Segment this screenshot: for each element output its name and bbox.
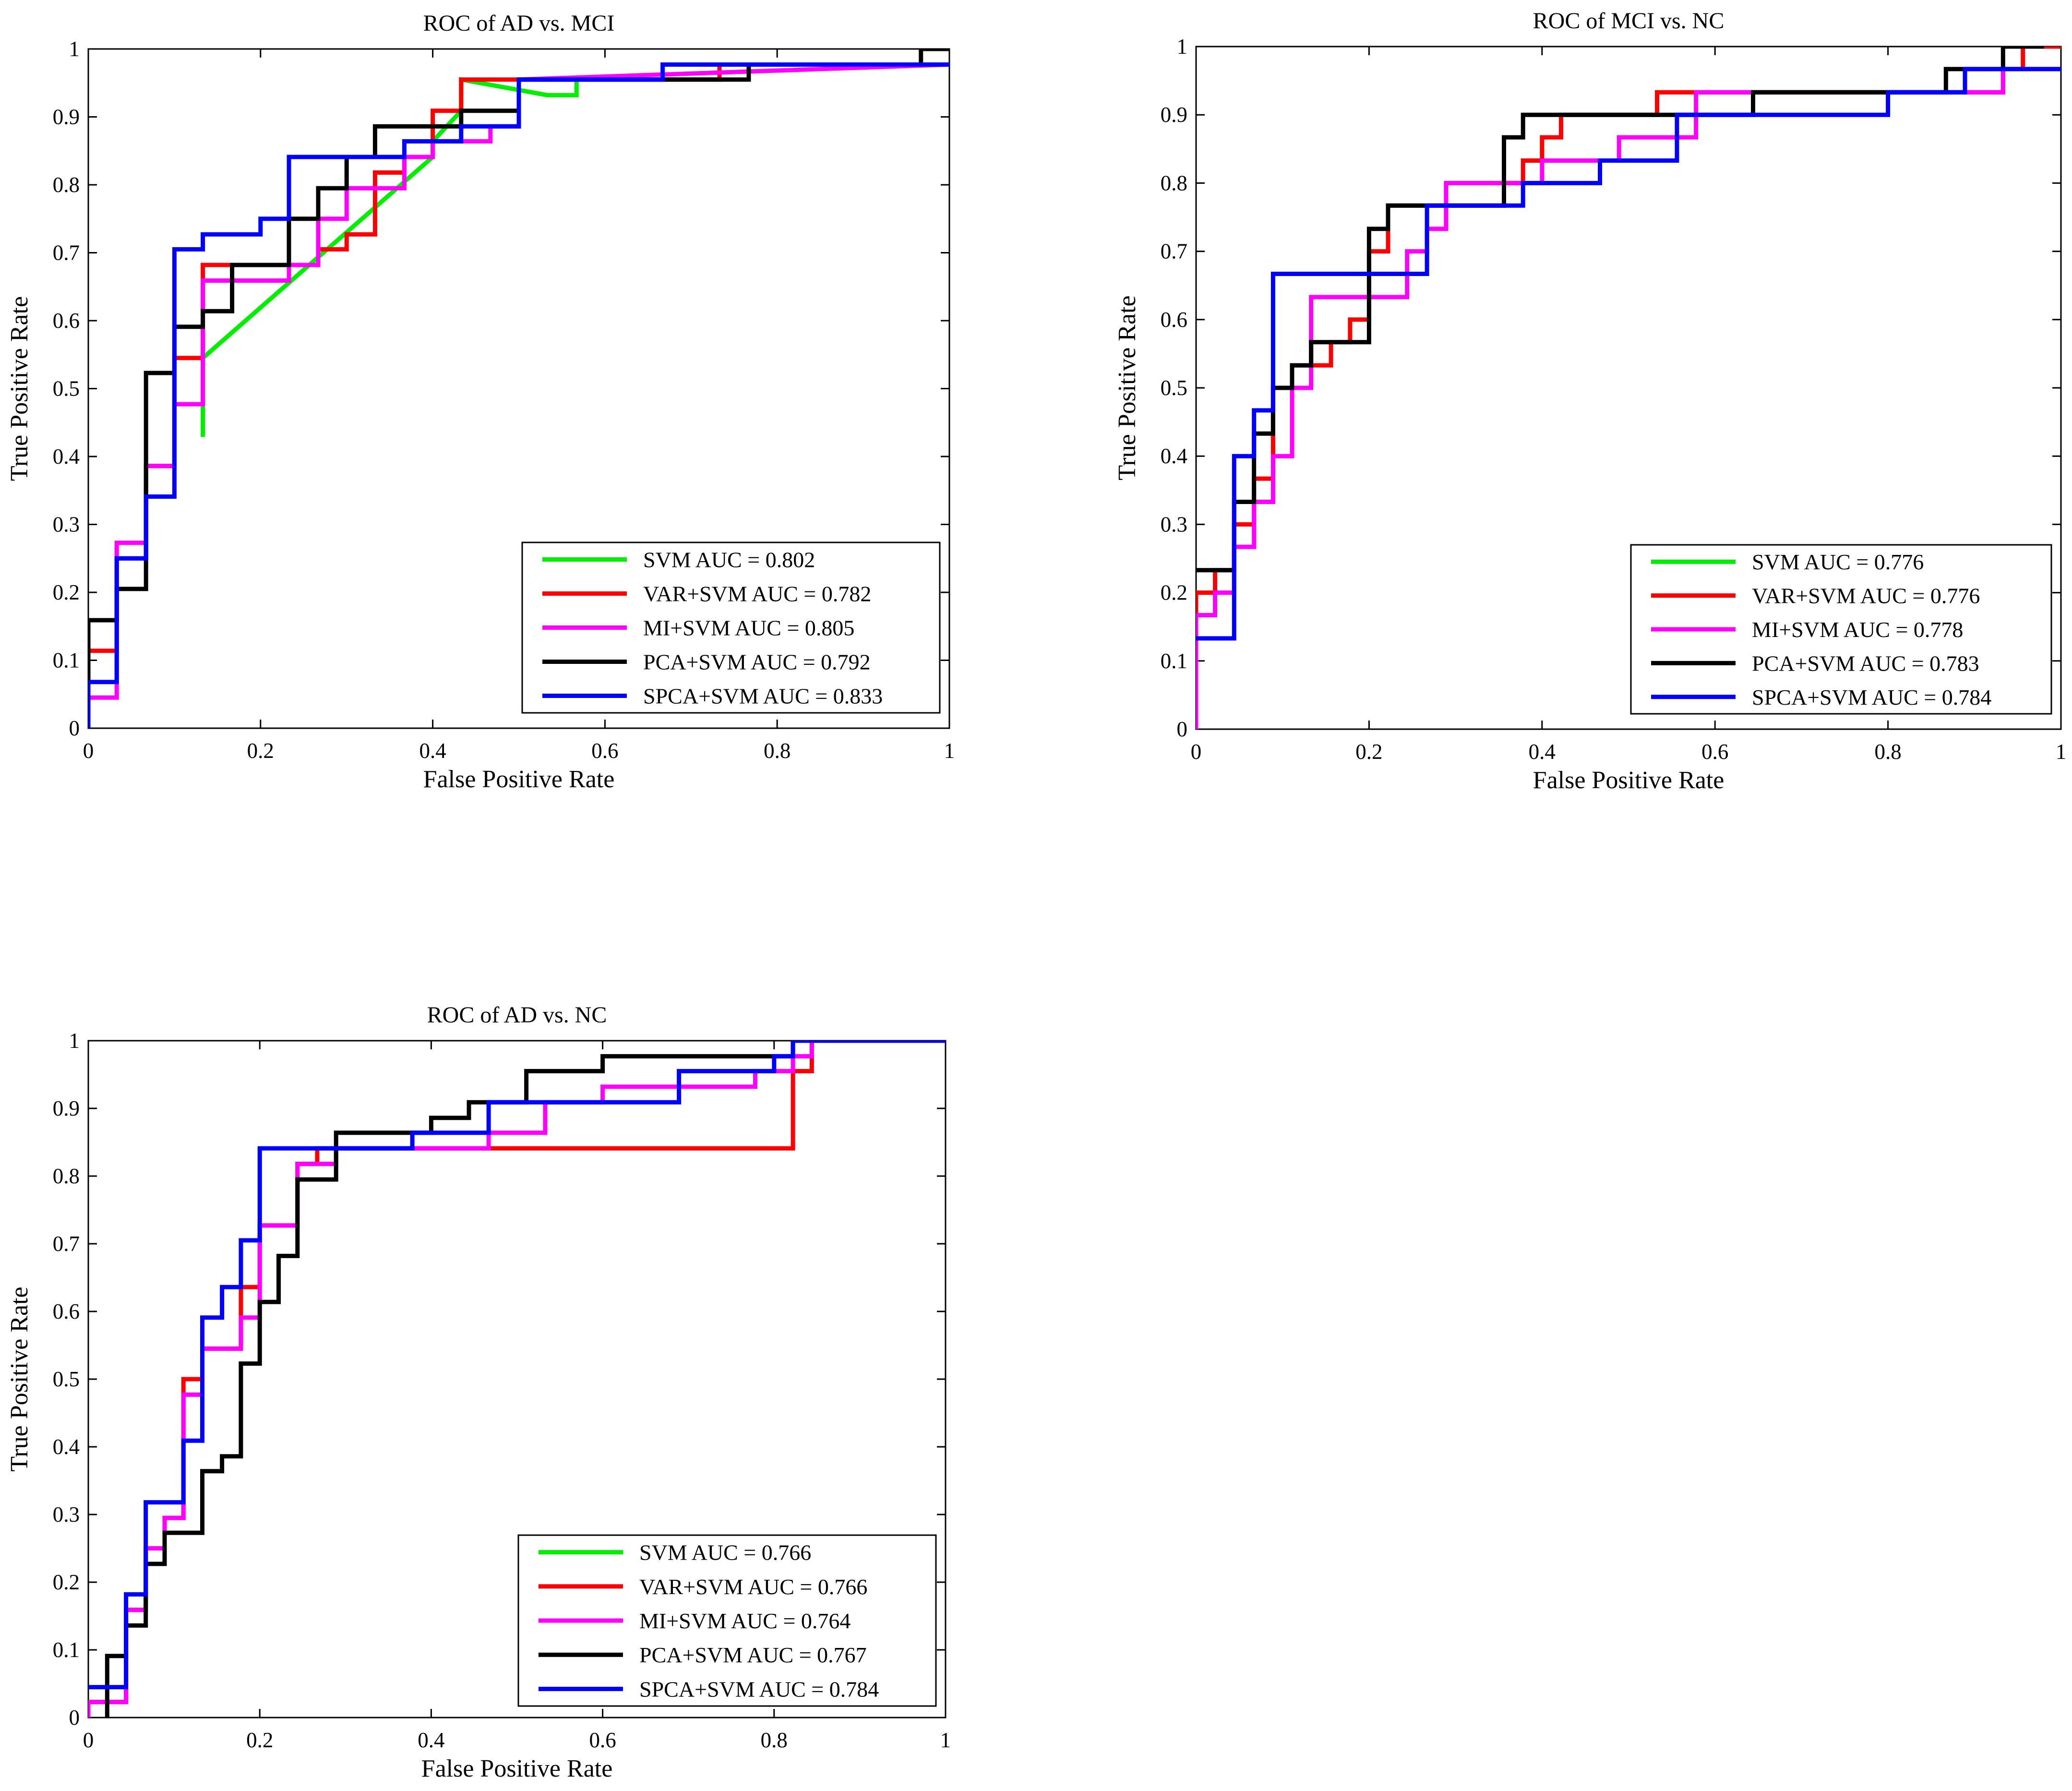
x-axis-label: False Positive Rate — [421, 1755, 613, 1782]
y-tick-label: 0.9 — [53, 105, 80, 129]
y-tick-label: 1 — [69, 1029, 80, 1053]
legend-label-var-svm: VAR+SVM AUC = 0.766 — [639, 1575, 867, 1599]
legend-label-pca-svm: PCA+SVM AUC = 0.783 — [1752, 651, 1979, 675]
y-tick-label: 0.1 — [53, 1638, 80, 1662]
chart-roc-of-ad-vs-nc: ROC of AD vs. NC 0 0.2 0.4 0.6 0.8 1 0 0.1 0.2 0.3… — [6, 1002, 951, 1782]
y-tick-label: 0.6 — [1161, 308, 1187, 332]
x-tick-label: 0.8 — [764, 739, 790, 763]
y-tick-label: 0.2 — [53, 1570, 80, 1594]
y-tick-label: 0.7 — [53, 1232, 80, 1256]
y-tick-label: 0.2 — [1161, 581, 1187, 605]
y-tick-label: 0.4 — [53, 1435, 80, 1459]
y-tick-label: 0.3 — [53, 1503, 80, 1527]
y-tick-label: 0.4 — [53, 445, 80, 469]
y-tick-label: 0.6 — [53, 309, 80, 333]
y-tick-label: 1 — [1177, 35, 1188, 59]
x-tick-label: 0.8 — [761, 1728, 788, 1752]
x-tick-label: 0 — [1191, 740, 1202, 764]
legend-label-svm: SVM AUC = 0.802 — [643, 548, 815, 572]
x-tick-label: 0.4 — [1529, 740, 1556, 764]
legend-label-var-svm: VAR+SVM AUC = 0.776 — [1752, 584, 1980, 608]
x-tick-label: 0.2 — [1355, 740, 1382, 764]
chart-title: ROC of AD vs. MCI — [423, 11, 615, 36]
legend-label-pca-svm: PCA+SVM AUC = 0.767 — [639, 1643, 867, 1667]
chart-title: ROC of MCI vs. NC — [1533, 8, 1725, 34]
legend-label-mi-svm: MI+SVM AUC = 0.805 — [643, 616, 854, 640]
y-tick-label: 0.9 — [53, 1096, 80, 1120]
y-tick-label: 0.4 — [1161, 444, 1187, 468]
y-tick-label: 0.5 — [1161, 376, 1187, 400]
y-tick-label: 0 — [69, 1706, 80, 1730]
legend-label-spca-svm: SPCA+SVM AUC = 0.833 — [643, 684, 883, 709]
legend-label-mi-svm: MI+SVM AUC = 0.764 — [639, 1609, 850, 1633]
y-tick-label: 0.8 — [53, 173, 80, 197]
y-tick-label: 0.1 — [53, 649, 80, 673]
y-tick-label: 0.5 — [53, 1367, 80, 1391]
y-tick-label: 0.5 — [53, 377, 80, 401]
x-tick-label: 0.4 — [418, 1728, 444, 1752]
legend-label-svm: SVM AUC = 0.766 — [639, 1540, 811, 1565]
x-tick-label: 0.2 — [246, 1728, 273, 1752]
x-tick-label: 0.6 — [589, 1728, 616, 1752]
x-tick-label: 1 — [2056, 740, 2067, 764]
x-tick-label: 0.2 — [247, 739, 274, 763]
x-tick-label: 0.4 — [419, 739, 446, 763]
y-tick-label: 0 — [69, 716, 80, 740]
legend-label-spca-svm: SPCA+SVM AUC = 0.784 — [639, 1677, 879, 1701]
y-tick-label: 0.7 — [53, 241, 80, 265]
legend-label-svm: SVM AUC = 0.776 — [1752, 550, 1924, 574]
y-tick-label: 0.8 — [53, 1164, 80, 1188]
legend-label-spca-svm: SPCA+SVM AUC = 0.784 — [1752, 685, 1991, 709]
series-group — [1196, 47, 2061, 729]
x-tick-label: 1 — [944, 739, 955, 763]
y-tick-label: 0 — [1177, 717, 1188, 741]
y-tick-label: 0.3 — [53, 513, 80, 537]
x-tick-label: 0 — [83, 739, 94, 763]
legend: SVM AUC = 0.766 VAR+SVM AUC = 0.766 MI+SVM… — [517, 1534, 937, 1707]
x-tick-label: 0.6 — [591, 739, 618, 763]
y-axis-label: True Positive Rate — [1114, 295, 1141, 480]
x-tick-label: 0 — [83, 1728, 94, 1752]
chart-roc-of-ad-vs-mci: ROC of AD vs. MCI 0 0.2 0.4 0.6 0.8 1 0 0.1 0.2 0.… — [6, 11, 955, 793]
legend-label-pca-svm: PCA+SVM AUC = 0.792 — [643, 650, 871, 674]
x-tick-label: 1 — [940, 1728, 951, 1752]
x-tick-label: 0.8 — [1874, 740, 1901, 764]
legend-label-var-svm: VAR+SVM AUC = 0.782 — [643, 582, 871, 606]
y-tick-label: 0.8 — [1161, 171, 1187, 195]
y-tick-label: 0.9 — [1161, 103, 1187, 127]
legend: SVM AUC = 0.802 VAR+SVM AUC = 0.782 MI+SVM… — [521, 541, 941, 714]
y-tick-label: 1 — [69, 37, 80, 61]
legend: SVM AUC = 0.776 VAR+SVM AUC = 0.776 MI+SVM… — [1630, 544, 2052, 715]
y-tick-label: 0.1 — [1161, 649, 1187, 673]
y-axis-label: True Positive Rate — [6, 296, 33, 481]
series-group — [88, 49, 949, 728]
chart-title: ROC of AD vs. NC — [427, 1002, 607, 1028]
x-axis-label: False Positive Rate — [1533, 767, 1725, 794]
chart-roc-of-mci-vs-nc: ROC of MCI vs. NC 0 0.2 0.4 0.6 0.8 1 0 0.1 0.2 0.… — [1114, 8, 2066, 794]
y-tick-label: 0.2 — [53, 580, 80, 604]
x-axis-label: False Positive Rate — [423, 766, 615, 793]
legend-label-mi-svm: MI+SVM AUC = 0.778 — [1752, 617, 1963, 642]
series-line-mi-svm — [1196, 67, 2061, 729]
x-tick-label: 0.6 — [1701, 740, 1728, 764]
series-line-spca-svm — [88, 1041, 946, 1690]
series-line-spca-svm — [1196, 67, 2061, 641]
series-group — [88, 1041, 946, 1718]
y-axis-label: True Positive Rate — [6, 1286, 33, 1471]
y-tick-label: 0.6 — [53, 1299, 80, 1323]
y-tick-label: 0.3 — [1161, 512, 1187, 536]
series-line-spca-svm — [88, 62, 949, 728]
y-tick-label: 0.7 — [1161, 240, 1187, 264]
